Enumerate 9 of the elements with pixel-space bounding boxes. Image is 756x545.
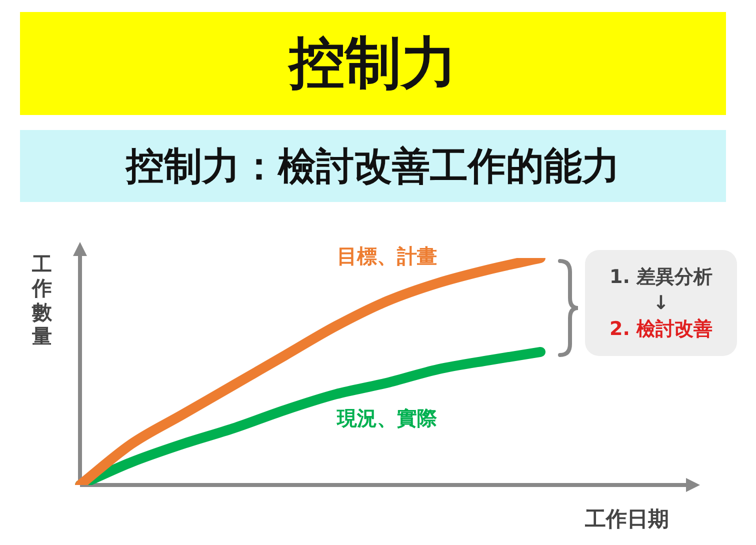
- series-label: 現況、實際: [336, 406, 438, 430]
- annotation: 2. 檢討改善: [609, 317, 713, 342]
- annotation: ↓: [653, 291, 669, 316]
- series-label: 目標、計畫: [337, 244, 437, 268]
- y-axis-title: 工作數量: [30, 252, 53, 348]
- x-axis-title: 工作日期: [585, 506, 669, 533]
- chart-subtitle: 控制力：檢討改善工作的能力: [20, 130, 726, 202]
- chart-title: 控制力: [20, 12, 726, 115]
- annotation: 1. 差異分析: [609, 265, 713, 290]
